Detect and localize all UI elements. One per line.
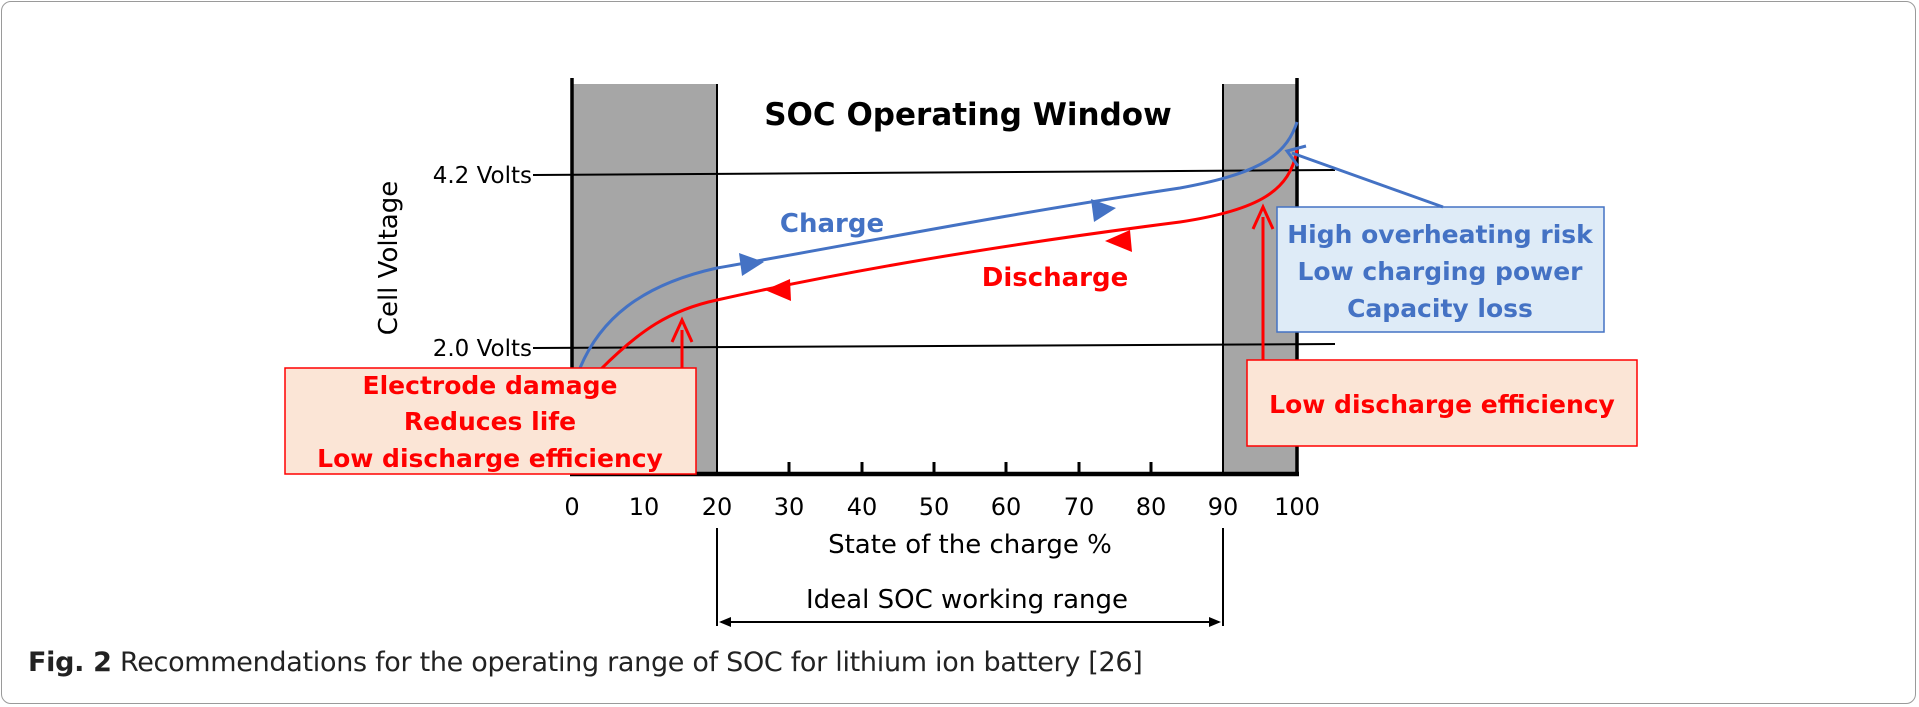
x-tick-label: 50 xyxy=(919,493,950,521)
right-warning-label: Low discharge efficiency xyxy=(1269,390,1615,419)
discharge-arrowhead xyxy=(1105,230,1132,252)
voltage-line-4-2 xyxy=(532,169,1336,176)
figure-caption: Fig. 2 Recommendations for the operating… xyxy=(28,647,1143,678)
x-tick-label: 100 xyxy=(1274,493,1320,521)
right-info-box xyxy=(1276,206,1605,333)
right-info-pointer xyxy=(1291,151,1444,209)
left-box-line: Reduces life xyxy=(404,407,576,436)
discharge-arrowhead xyxy=(765,279,791,301)
x-tick-label: 80 xyxy=(1136,493,1167,521)
ideal-range-arrowhead-right xyxy=(1209,617,1221,627)
voltage-line-2-0 xyxy=(532,343,1336,349)
x-tick-label: 10 xyxy=(629,493,660,521)
left-box-line: Low discharge efficiency xyxy=(317,444,663,473)
y-axis-label: Cell Voltage xyxy=(374,181,404,335)
ideal-range-label: Ideal SOC working range xyxy=(806,585,1128,615)
voltage-label-2-0: 2.0 Volts xyxy=(433,336,532,362)
left-warning-box xyxy=(284,367,697,475)
x-tick-label: 20 xyxy=(702,493,733,521)
discharge-curve xyxy=(598,149,1299,372)
right-warning-pointer-arrowhead xyxy=(1251,203,1275,230)
right-info-line: Low charging power xyxy=(1297,257,1583,286)
right-info-line: Capacity loss xyxy=(1347,294,1533,323)
charge-arrowhead xyxy=(739,253,764,276)
x-tick-label: 60 xyxy=(991,493,1022,521)
x-tick-label: 0 xyxy=(564,493,579,521)
right-warning-box xyxy=(1246,359,1638,447)
discharge-label: Discharge xyxy=(982,263,1129,293)
x-tick-labels: 0 10 20 30 40 50 60 70 80 90 100 xyxy=(564,493,1320,521)
caption-text: Recommendations for the operating range … xyxy=(119,647,1143,678)
left-pointer-arrowhead xyxy=(670,316,694,343)
charge-arrowhead xyxy=(1091,199,1116,222)
x-axis-label: State of the charge % xyxy=(828,530,1112,560)
x-tick-label: 30 xyxy=(774,493,805,521)
right-info-pointer-arrowhead xyxy=(1284,144,1307,167)
charge-label: Charge xyxy=(780,209,884,239)
diagram-title: SOC Operating Window xyxy=(764,97,1172,133)
ideal-range-arrowhead-left xyxy=(719,617,731,627)
right-info-line: High overheating risk xyxy=(1287,220,1594,249)
charge-curve xyxy=(578,121,1299,369)
figure-number: Fig. 2 xyxy=(28,647,112,678)
x-tick-label: 90 xyxy=(1208,493,1239,521)
x-tick-label: 70 xyxy=(1064,493,1095,521)
x-tick-label: 40 xyxy=(847,493,878,521)
voltage-label-4-2: 4.2 Volts xyxy=(433,163,532,189)
left-box-line: Electrode damage xyxy=(363,371,618,400)
